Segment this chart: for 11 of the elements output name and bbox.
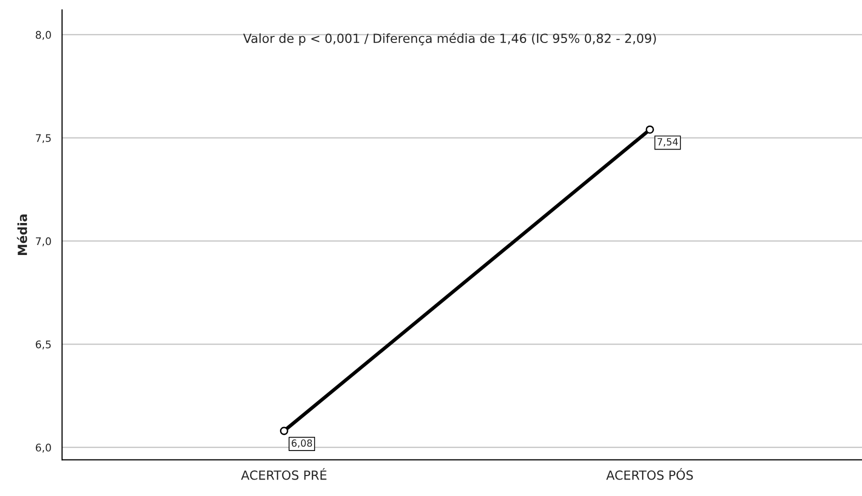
y-axis-title: Média <box>16 214 28 255</box>
data-label: 7,54 <box>658 138 678 146</box>
annotation: Valor de p < 0,001 / Diferença média de 1,46 (IC 95% 0,82 - 2,09) <box>243 32 656 46</box>
y-tick-label: 6,5 <box>36 340 51 350</box>
data-label: 6,08 <box>292 439 312 448</box>
y-tick-label: 7,0 <box>36 237 51 246</box>
x-tick-label: ACERTOS PÓS <box>606 468 693 480</box>
x-tick-label: ACERTOS PRÉ <box>241 468 326 480</box>
y-tick-label: 8,0 <box>36 30 51 40</box>
y-tick-label: 6,0 <box>36 444 51 453</box>
y-tick-label: 7,5 <box>36 134 51 144</box>
